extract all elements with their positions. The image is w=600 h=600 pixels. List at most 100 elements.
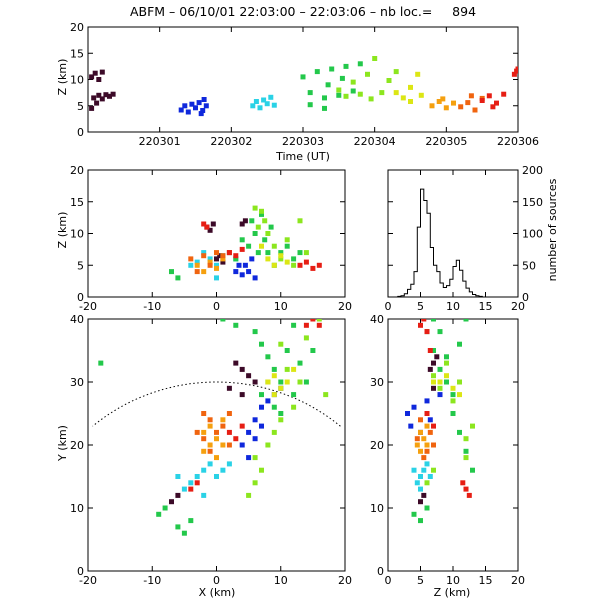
source-point	[252, 205, 258, 211]
y-tick-label: 20	[70, 439, 84, 452]
source-point	[291, 404, 297, 410]
x-tick-label: 10	[446, 574, 460, 587]
source-point	[188, 256, 194, 262]
x-tick-label: -10	[143, 574, 161, 587]
source-point	[226, 442, 232, 448]
x-tick-label: -20	[79, 574, 97, 587]
source-point	[207, 442, 213, 448]
source-point	[450, 392, 456, 398]
x-tick-label: 20	[511, 574, 525, 587]
source-point	[162, 505, 168, 511]
source-point	[194, 429, 200, 435]
source-point	[226, 411, 232, 416]
scatter-points	[169, 205, 322, 281]
source-point	[239, 246, 245, 252]
figure-title: ABFM – 06/10/01 22:03:00 – 22:03:06 – nb…	[130, 4, 476, 19]
source-point	[242, 262, 248, 268]
source-point	[421, 455, 427, 461]
x-tick-label: 10	[274, 300, 288, 313]
source-point	[418, 322, 423, 328]
source-point	[252, 379, 258, 385]
source-point	[188, 480, 194, 486]
source-point	[468, 93, 474, 99]
source-point	[201, 97, 207, 102]
source-point	[424, 329, 430, 335]
source-point	[421, 319, 427, 322]
source-point	[418, 474, 423, 479]
source-point	[246, 455, 252, 461]
time-height-ylabel: Z (km)	[56, 59, 69, 96]
source-point	[194, 262, 200, 268]
z-y-view-xlabel: Z (km)	[434, 586, 471, 599]
source-point	[252, 329, 258, 335]
y-tick-label: 10	[370, 502, 384, 515]
source-point	[156, 511, 162, 517]
source-point	[400, 95, 406, 101]
source-point	[203, 103, 209, 109]
source-point	[175, 275, 181, 281]
y-tick-label: 30	[370, 376, 384, 389]
source-point	[246, 373, 252, 379]
source-point	[424, 505, 430, 511]
source-point	[220, 259, 226, 265]
source-point	[246, 243, 252, 249]
source-point	[444, 373, 449, 379]
source-point	[92, 70, 98, 76]
source-point	[259, 423, 264, 429]
source-point	[424, 448, 430, 454]
source-point	[182, 103, 188, 109]
source-point	[201, 436, 207, 442]
source-point	[214, 265, 219, 271]
source-point	[188, 262, 194, 268]
source-point	[421, 436, 427, 442]
source-point	[368, 96, 374, 102]
source-point	[249, 218, 255, 224]
source-point	[201, 467, 207, 473]
x-tick-label: 220303	[282, 135, 324, 148]
source-point	[271, 404, 277, 410]
source-point	[322, 105, 327, 111]
y-tick-label: 10	[70, 502, 84, 515]
source-point	[414, 442, 420, 448]
source-point	[249, 256, 255, 262]
source-point	[194, 269, 200, 275]
source-point	[220, 256, 226, 262]
source-point	[291, 322, 297, 328]
source-point	[207, 461, 213, 467]
source-point	[214, 256, 219, 262]
source-point	[457, 429, 462, 435]
source-point	[264, 101, 270, 107]
source-point	[175, 524, 181, 530]
source-point	[226, 429, 232, 435]
y-tick-label: 150	[522, 196, 543, 209]
source-point	[239, 392, 245, 398]
source-point	[261, 97, 267, 103]
source-point	[514, 68, 518, 74]
source-point	[262, 218, 268, 224]
source-point	[463, 486, 469, 492]
x-tick-label: 20	[338, 574, 352, 587]
source-point	[339, 75, 345, 81]
source-point	[297, 218, 303, 224]
source-point	[278, 411, 284, 416]
source-point	[207, 262, 213, 268]
source-point	[220, 442, 226, 448]
source-point	[103, 92, 109, 98]
source-point	[284, 243, 290, 249]
source-point	[393, 90, 399, 96]
source-point	[303, 335, 309, 341]
x-tick-label: 220301	[139, 135, 181, 148]
source-point	[239, 442, 245, 448]
source-point	[408, 423, 414, 429]
source-point	[175, 474, 181, 479]
source-point	[257, 105, 263, 111]
scatter-points	[405, 319, 475, 524]
histogram-ylabel: number of sources	[546, 178, 559, 281]
y-tick-label: 0	[377, 565, 384, 578]
panel-time-height: 220301 220302 220303 220304 220305 220306 0 5 10…	[70, 21, 539, 148]
source-point	[408, 99, 413, 104]
source-point	[271, 102, 277, 108]
source-point	[490, 104, 496, 110]
source-point	[181, 486, 187, 492]
